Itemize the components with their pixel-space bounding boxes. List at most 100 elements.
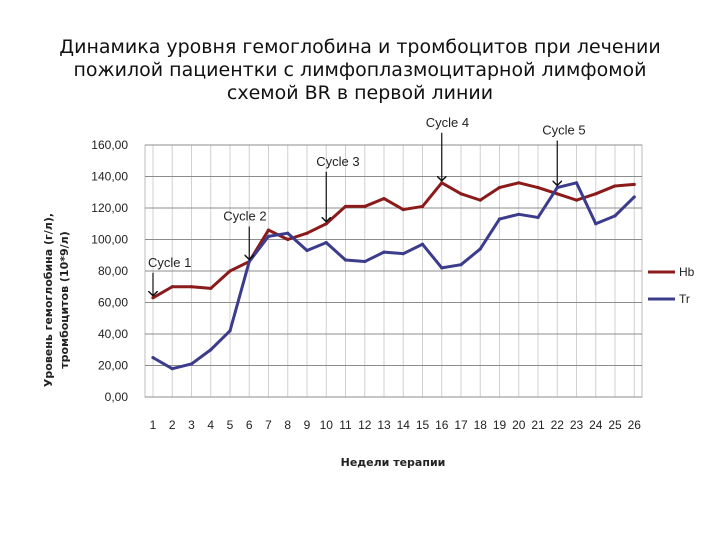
data-point-hb [594,192,598,196]
data-point-hb [536,185,540,190]
chart-title-line-2: пожилой пациентки с лимфоплазмоцитарной … [73,59,647,81]
x-tick-label: 15 [416,418,430,432]
data-point-tr [209,348,213,352]
data-point-tr [363,259,367,264]
y-tick-label: 100,00 [91,233,128,247]
x-tick-label: 8 [284,418,291,432]
x-tick-label: 21 [531,418,545,432]
data-point-tr [170,367,174,371]
series-lines [151,181,636,371]
data-point-hb [343,204,348,209]
data-point-tr [382,250,386,254]
chart-title-line-3: схемой BR в первой линии [226,82,494,104]
data-point-tr [440,266,444,270]
data-point-tr [497,217,502,221]
data-point-hb [209,286,213,290]
data-point-tr [555,185,559,190]
y-tick-label: 60,00 [98,296,128,310]
x-tick-label: 24 [589,418,603,432]
data-point-tr [266,234,271,238]
data-point-hb [459,192,463,196]
y-axis-title: Уровень гемоглобина (г/л), тромбоцитов (… [42,213,71,387]
data-point-tr [459,263,463,267]
data-point-hb [478,198,482,202]
legend-label-hb: Hb [679,265,695,279]
cycle-label: Cycle 1 [148,255,191,270]
data-point-tr [286,231,290,235]
data-point-hb [440,181,444,185]
data-point-tr [594,222,598,226]
y-tick-label: 40,00 [98,327,128,341]
series-line-tr [152,181,636,371]
x-tick-label: 3 [188,418,195,432]
data-point-hb [497,185,502,190]
chart-title: Динамика уровня гемоглобина и тромбоцито… [0,36,720,105]
x-tick-label: 1 [150,418,157,432]
x-tick-label: 2 [169,418,176,432]
y-tick-label: 80,00 [98,264,128,278]
data-point-hb [574,198,579,202]
x-tick-label: 25 [608,418,622,432]
y-axis-title-line-2: тромбоцитов (10*9/л) [58,231,71,368]
y-tick-label: 20,00 [98,359,128,373]
legend: Hb Tr [648,265,695,306]
x-tick-label: 11 [339,418,352,432]
data-point-tr [247,259,251,264]
data-point-tr [478,247,482,251]
y-tick-label: 160,00 [91,138,128,152]
data-point-tr [228,329,232,333]
x-tick-label: 19 [493,418,507,432]
legend-label-tr: Tr [679,292,690,306]
data-point-hb [286,237,290,242]
data-point-hb [170,285,174,289]
x-tick-label: 9 [304,418,311,432]
cycle-label: Cycle 3 [316,154,359,169]
data-point-hb [228,269,232,273]
data-point-hb [382,196,386,201]
x-tick-label: 4 [207,418,214,432]
y-tick-label: 0,00 [105,390,129,404]
cycle-label: Cycle 5 [542,123,585,138]
x-tick-label: 7 [265,418,272,432]
axes: 0,00 20,00 40,00 60,00 80,00 100,00 120,00 140,… [91,138,641,432]
data-point-tr [324,241,328,245]
data-point-hb [324,222,328,226]
x-tick-label: 16 [435,418,449,432]
data-point-tr [151,356,155,360]
x-tick-label: 22 [551,418,565,432]
data-point-tr [536,215,540,220]
cycle-label: Cycle 2 [223,209,266,224]
data-point-hb [555,192,559,196]
y-tick-label: 120,00 [91,201,128,215]
chart-title-line-1: Динамика уровня гемоглобина и тромбоцито… [59,36,661,58]
data-point-tr [343,258,348,262]
data-point-tr [574,181,579,185]
data-point-hb [613,184,617,188]
x-tick-label: 20 [512,418,526,432]
x-tick-label: 6 [246,418,253,432]
data-point-tr [517,212,521,216]
y-axis-title-line-1: Уровень гемоглобина (г/л), [42,213,55,387]
data-point-hb [420,204,425,209]
data-point-hb [189,285,194,289]
data-point-hb [401,207,405,212]
x-tick-label: 26 [628,418,642,432]
cycle-annotations: Cycle 1 Cycle 2 Cycle 3 Cycle 4 Cycle 5 [148,115,586,296]
y-tick-label: 140,00 [91,170,128,184]
data-point-tr [632,195,636,199]
x-axis-title: Недели терапии [341,456,446,469]
data-point-hb [266,228,271,232]
data-point-tr [189,362,194,366]
x-tick-label: 13 [377,418,391,432]
cycle-label: Cycle 4 [426,115,469,130]
data-point-tr [401,252,405,256]
data-point-tr [613,214,617,218]
x-tick-label: 23 [570,418,584,432]
x-tick-label: 12 [358,418,372,432]
data-point-hb [363,204,367,209]
x-tick-label: 14 [397,418,411,432]
data-point-tr [420,242,425,246]
data-point-hb [517,181,521,185]
x-tick-label: 5 [227,418,234,432]
